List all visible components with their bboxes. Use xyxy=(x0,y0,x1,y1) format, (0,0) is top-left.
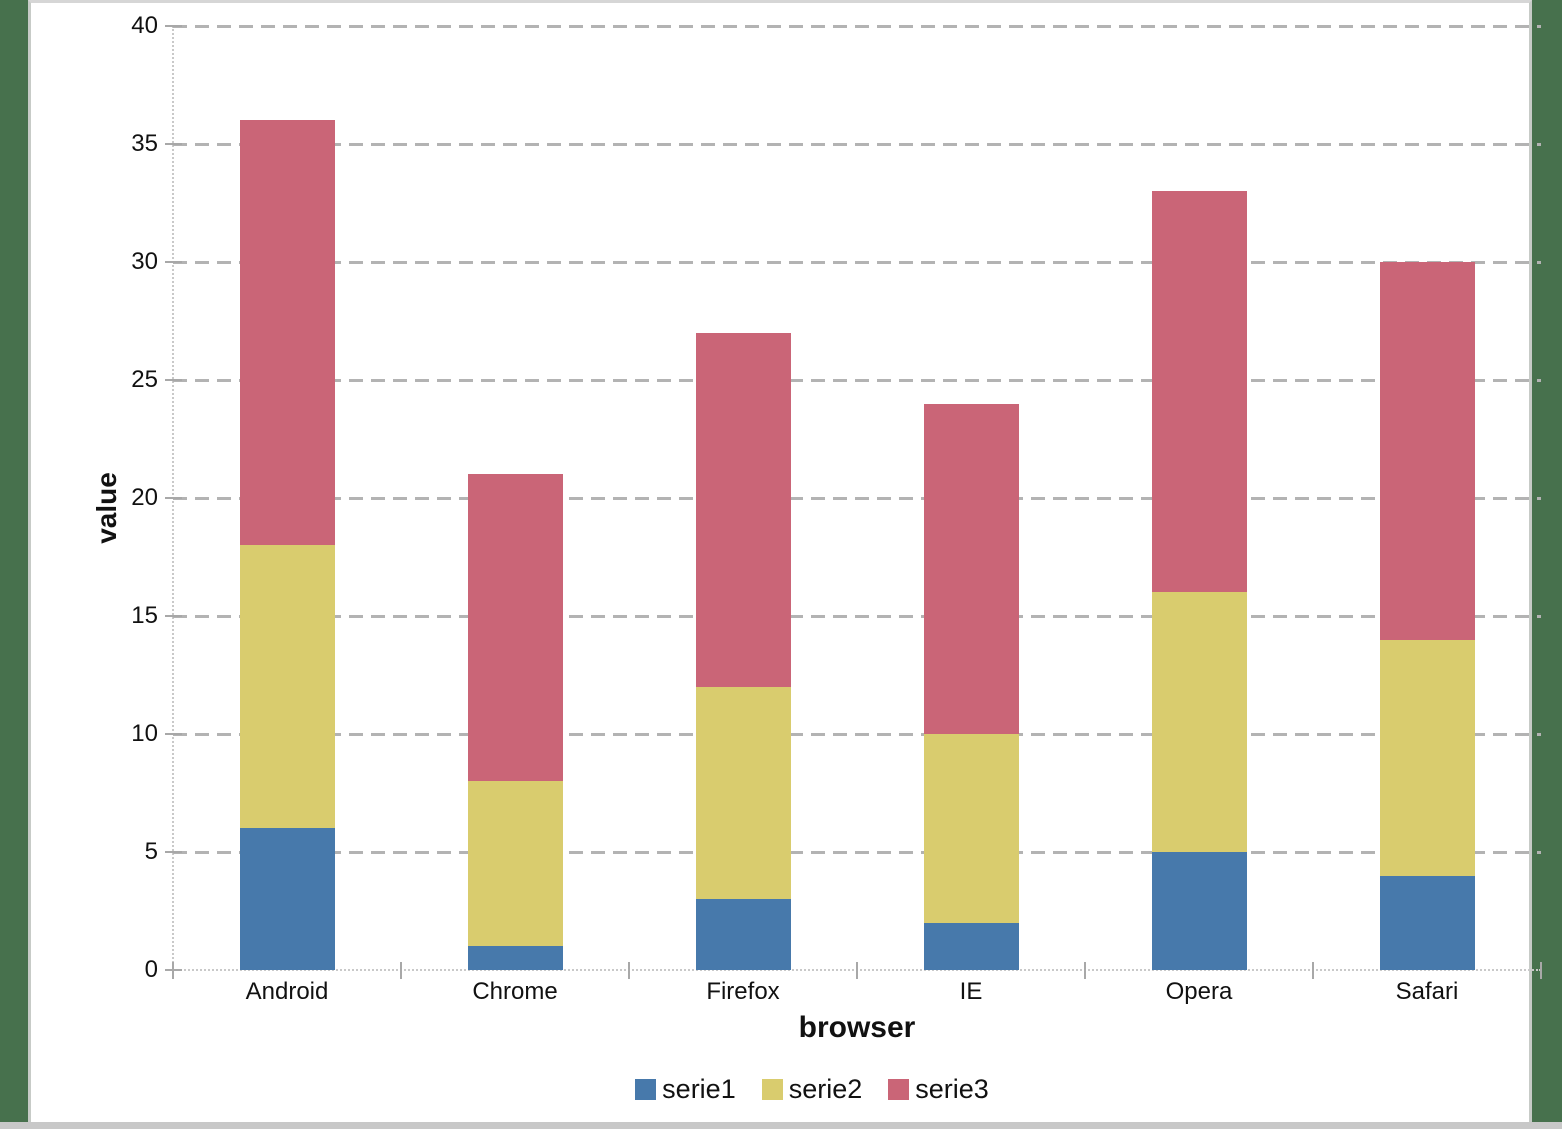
bar-segment-Firefox-serie3[interactable] xyxy=(695,332,791,687)
y-tick-label-25: 25 xyxy=(131,366,158,393)
bar-segment-Opera-serie3[interactable] xyxy=(1151,191,1247,593)
legend-swatch-serie2 xyxy=(761,1078,783,1100)
legend-label-serie2: serie2 xyxy=(788,1073,863,1104)
y-tick-mark-30 xyxy=(165,261,182,263)
bar-segment-Chrome-serie1[interactable] xyxy=(467,946,563,970)
bar-segment-Android-serie2[interactable] xyxy=(239,545,335,829)
y-tick-label-5: 5 xyxy=(144,838,158,865)
chart-panel: 0 5 10 15 20 25 30 35 40 Android Chrome Firefox IE Op… xyxy=(28,0,1542,1122)
x-category-label-Chrome: Chrome xyxy=(472,978,558,1005)
legend-item-serie3[interactable]: serie3 xyxy=(888,1073,989,1104)
gridline-y-40 xyxy=(173,25,1541,28)
gridline-y-20 xyxy=(173,497,1541,500)
bar-segment-Firefox-serie1[interactable] xyxy=(695,899,791,970)
bar-segment-Opera-serie2[interactable] xyxy=(1151,592,1247,852)
x-tick-mark-6 xyxy=(1540,962,1542,979)
gridline-y-35 xyxy=(173,143,1541,146)
legend-swatch-serie1 xyxy=(635,1078,657,1100)
gridline-y-10 xyxy=(173,733,1541,736)
x-category-label-IE: IE xyxy=(959,978,983,1005)
bar-segment-Firefox-serie2[interactable] xyxy=(695,686,791,900)
y-axis-title: value xyxy=(91,472,122,544)
bar-segment-Android-serie1[interactable] xyxy=(239,828,335,970)
x-tick-mark-3 xyxy=(856,962,858,979)
y-tick-mark-20 xyxy=(165,497,182,499)
y-tick-label-40: 40 xyxy=(131,12,158,39)
bar-segment-Chrome-serie3[interactable] xyxy=(467,474,563,782)
y-tick-mark-15 xyxy=(165,615,182,617)
legend: serie1 serie2 serie3 xyxy=(31,1073,1562,1105)
x-category-label-Safari: Safari xyxy=(1395,978,1459,1005)
x-tick-mark-2 xyxy=(628,962,630,979)
legend-label-serie3: serie3 xyxy=(915,1073,989,1104)
y-tick-label-20: 20 xyxy=(131,484,158,511)
bar-segment-Android-serie3[interactable] xyxy=(239,120,335,546)
y-tick-mark-25 xyxy=(165,379,182,381)
gridline-y-15 xyxy=(173,615,1541,618)
legend-item-serie2[interactable]: serie2 xyxy=(761,1073,863,1104)
y-tick-label-30: 30 xyxy=(131,248,158,275)
bar-segment-Chrome-serie2[interactable] xyxy=(467,781,563,947)
y-axis-line xyxy=(172,26,174,979)
bottom-border xyxy=(0,1122,1562,1129)
x-tick-mark-0 xyxy=(172,962,174,979)
bar-segment-Safari-serie3[interactable] xyxy=(1379,262,1475,640)
y-tick-label-0: 0 xyxy=(144,956,158,983)
bar-segment-IE-serie1[interactable] xyxy=(923,922,1019,970)
y-tick-mark-35 xyxy=(165,143,182,145)
x-category-label-Opera: Opera xyxy=(1165,978,1233,1005)
y-tick-mark-5 xyxy=(165,851,182,853)
gridline-y-25 xyxy=(173,379,1541,382)
y-tick-label-10: 10 xyxy=(131,720,158,747)
y-tick-mark-10 xyxy=(165,733,182,735)
gridline-y-5 xyxy=(173,851,1541,854)
legend-label-serie1: serie1 xyxy=(662,1073,736,1104)
x-category-label-Android: Android xyxy=(245,978,329,1005)
bar-segment-Opera-serie1[interactable] xyxy=(1151,852,1247,970)
x-category-label-Firefox: Firefox xyxy=(706,978,780,1005)
x-axis-title: browser xyxy=(798,1011,916,1044)
bar-segment-IE-serie2[interactable] xyxy=(923,734,1019,923)
y-tick-label-15: 15 xyxy=(131,602,158,629)
x-tick-mark-1 xyxy=(400,962,402,979)
legend-swatch-serie3 xyxy=(888,1078,910,1100)
y-tick-label-35: 35 xyxy=(131,130,158,157)
bar-segment-Safari-serie2[interactable] xyxy=(1379,639,1475,876)
legend-item-serie1[interactable]: serie1 xyxy=(635,1073,736,1104)
x-tick-mark-5 xyxy=(1312,962,1314,979)
y-tick-mark-40 xyxy=(165,25,182,27)
plot-area xyxy=(173,25,1541,970)
x-tick-mark-4 xyxy=(1084,962,1086,979)
gridline-y-30 xyxy=(173,261,1541,264)
bar-segment-Safari-serie1[interactable] xyxy=(1379,875,1475,970)
bar-segment-IE-serie3[interactable] xyxy=(923,403,1019,734)
